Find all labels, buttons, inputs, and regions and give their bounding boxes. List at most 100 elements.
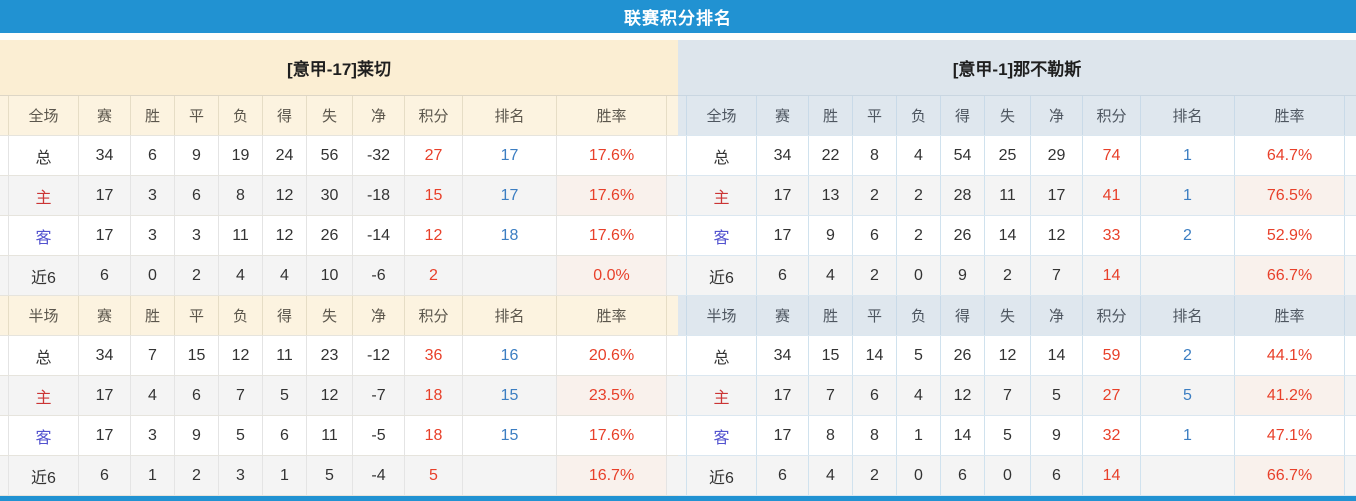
stat-cell: 6 bbox=[174, 176, 218, 215]
win-rate-cell: 66.7% bbox=[1234, 256, 1345, 295]
stat-cell: -32 bbox=[352, 136, 404, 175]
team-table-home: [意甲-17]莱切 全场赛胜平负得失净积分 排名 胜率总 34 6 9 19 24 56 -32 27… bbox=[0, 40, 678, 496]
column-header-cell: 半场 bbox=[686, 296, 756, 335]
stat-cell: 22 bbox=[808, 136, 852, 175]
stat-cell: 9 bbox=[940, 256, 984, 295]
row-right-gutter bbox=[1345, 176, 1356, 215]
stat-row: 客 17 3 3 11 12 26 -14 12 18 17.6% bbox=[0, 216, 678, 256]
column-header-cell: 赛 bbox=[756, 296, 808, 335]
stat-cell: 15 bbox=[174, 336, 218, 375]
stat-cell: 3 bbox=[130, 416, 174, 455]
stat-cell: 34 bbox=[756, 336, 808, 375]
stat-cell: 2 bbox=[852, 456, 896, 495]
row-left-gutter bbox=[678, 456, 686, 495]
stat-cell: 23 bbox=[306, 336, 352, 375]
rank-cell: 15 bbox=[462, 416, 556, 455]
stat-row: 客 17 3 9 5 6 11 -5 18 15 17.6% bbox=[0, 416, 678, 456]
row-right-gutter bbox=[1345, 96, 1356, 135]
stat-cell: 14 bbox=[940, 416, 984, 455]
stat-cell: 5 bbox=[306, 456, 352, 495]
stat-cell: 2 bbox=[984, 256, 1030, 295]
row-label: 总 bbox=[686, 136, 756, 175]
stat-row: 客 17 8 8 1 14 5 9 32 1 47.1% bbox=[678, 416, 1356, 456]
stat-cell: 26 bbox=[306, 216, 352, 255]
rank-cell: 5 bbox=[1140, 376, 1234, 415]
stat-cell: 12 bbox=[306, 376, 352, 415]
stat-cell: 26 bbox=[940, 216, 984, 255]
stat-row: 近6 6 4 2 0 9 2 7 14 66.7% bbox=[678, 256, 1356, 296]
stat-cell: 3 bbox=[130, 216, 174, 255]
rank-cell: 2 bbox=[1140, 336, 1234, 375]
row-right-gutter bbox=[667, 456, 678, 495]
stat-cell: 4 bbox=[218, 256, 262, 295]
stat-cell: 11 bbox=[218, 216, 262, 255]
win-rate-cell: 17.6% bbox=[556, 416, 667, 455]
stat-cell: 28 bbox=[940, 176, 984, 215]
row-right-gutter bbox=[667, 136, 678, 175]
team-title: [意甲-17]莱切 bbox=[0, 40, 678, 96]
stat-cell: -7 bbox=[352, 376, 404, 415]
stat-cell: 7 bbox=[808, 376, 852, 415]
stat-cell: 34 bbox=[78, 136, 130, 175]
stat-cell: 8 bbox=[218, 176, 262, 215]
column-header-cell: 失 bbox=[306, 96, 352, 135]
row-label: 总 bbox=[8, 136, 78, 175]
stat-row: 主 17 13 2 2 28 11 17 41 1 76.5% bbox=[678, 176, 1356, 216]
stat-cell: 14 bbox=[852, 336, 896, 375]
column-header-cell: 积分 bbox=[1082, 96, 1140, 135]
stat-cell: 7 bbox=[218, 376, 262, 415]
stat-cell: 12 bbox=[940, 376, 984, 415]
column-header-cell: 净 bbox=[352, 296, 404, 335]
column-header-cell: 全场 bbox=[8, 96, 78, 135]
stat-cell: 30 bbox=[306, 176, 352, 215]
stat-cell: 6 bbox=[1030, 456, 1082, 495]
column-header-cell: 胜 bbox=[130, 296, 174, 335]
stat-cell: 25 bbox=[984, 136, 1030, 175]
stat-cell: 6 bbox=[174, 376, 218, 415]
row-left-gutter bbox=[678, 376, 686, 415]
rank-cell bbox=[462, 256, 556, 295]
stat-cell: 3 bbox=[218, 456, 262, 495]
column-header-cell: 得 bbox=[262, 96, 306, 135]
stat-cell: 9 bbox=[808, 216, 852, 255]
row-left-gutter bbox=[678, 96, 686, 135]
stat-row: 客 17 9 6 2 26 14 12 33 2 52.9% bbox=[678, 216, 1356, 256]
stat-cell: 2 bbox=[174, 456, 218, 495]
win-rate-cell: 76.5% bbox=[1234, 176, 1345, 215]
row-label: 近6 bbox=[8, 256, 78, 295]
stat-cell: 8 bbox=[808, 416, 852, 455]
points-cell: 15 bbox=[404, 176, 462, 215]
stat-cell: 6 bbox=[756, 256, 808, 295]
stat-cell: 3 bbox=[130, 176, 174, 215]
stat-cell: 6 bbox=[78, 256, 130, 295]
row-left-gutter bbox=[0, 296, 8, 335]
row-right-gutter bbox=[667, 96, 678, 135]
stat-cell: -6 bbox=[352, 256, 404, 295]
stat-cell: 17 bbox=[756, 376, 808, 415]
stat-cell: 7 bbox=[130, 336, 174, 375]
row-left-gutter bbox=[678, 256, 686, 295]
bottom-bar bbox=[0, 496, 1356, 501]
stat-cell: 2 bbox=[174, 256, 218, 295]
column-header-cell: 得 bbox=[940, 96, 984, 135]
stat-cell: 17 bbox=[78, 416, 130, 455]
points-cell: 18 bbox=[404, 416, 462, 455]
row-left-gutter bbox=[0, 376, 8, 415]
row-label: 客 bbox=[686, 216, 756, 255]
points-cell: 14 bbox=[1082, 256, 1140, 295]
row-left-gutter bbox=[678, 216, 686, 255]
win-rate-cell: 17.6% bbox=[556, 216, 667, 255]
stat-cell: -4 bbox=[352, 456, 404, 495]
stat-cell: 5 bbox=[218, 416, 262, 455]
row-label: 总 bbox=[686, 336, 756, 375]
column-header-cell: 净 bbox=[1030, 96, 1082, 135]
win-rate-cell: 23.5% bbox=[556, 376, 667, 415]
stat-cell: 2 bbox=[852, 176, 896, 215]
stat-cell: 1 bbox=[262, 456, 306, 495]
stat-row: 主 17 3 6 8 12 30 -18 15 17 17.6% bbox=[0, 176, 678, 216]
stat-cell: 19 bbox=[218, 136, 262, 175]
column-header-cell: 排名 bbox=[462, 296, 556, 335]
row-left-gutter bbox=[678, 416, 686, 455]
top-banner: 联赛积分排名 bbox=[0, 0, 1356, 33]
row-left-gutter bbox=[0, 176, 8, 215]
